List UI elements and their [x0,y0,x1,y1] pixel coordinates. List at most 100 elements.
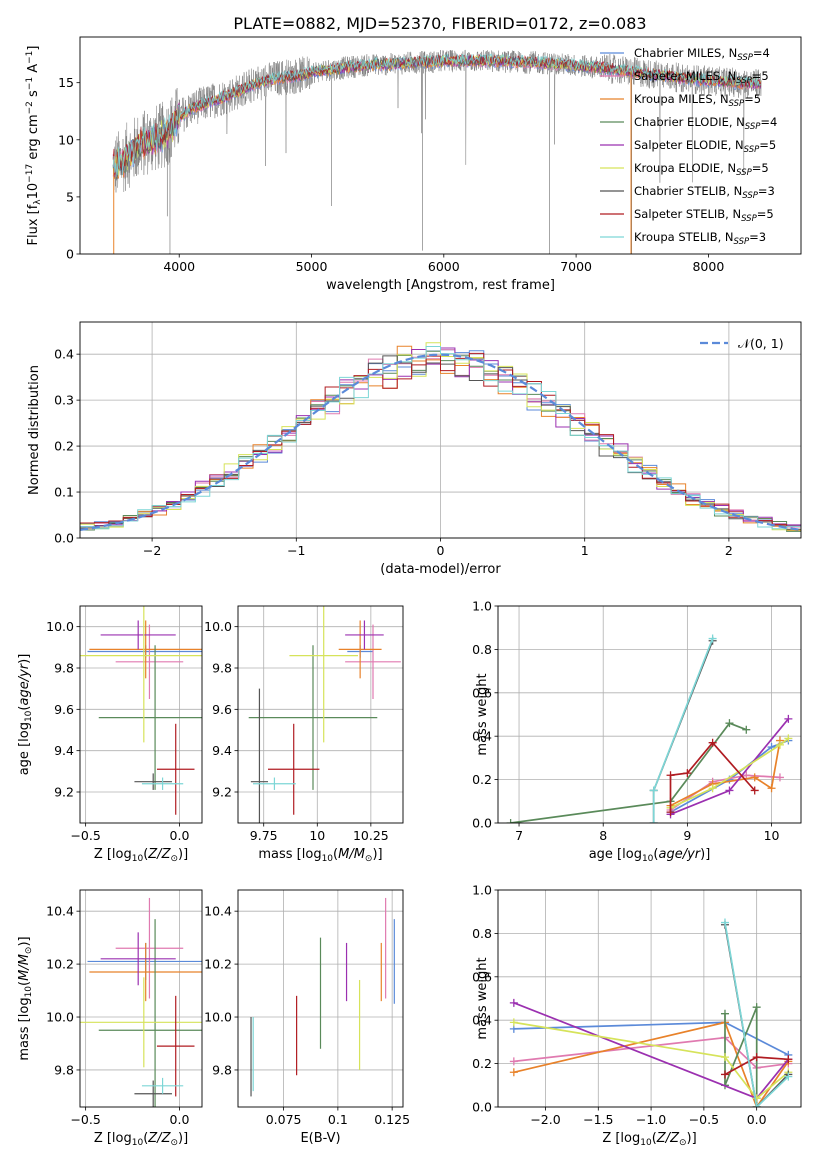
y-tick-label: 0.8 [472,642,492,657]
y-tick-label: 9.4 [54,743,74,758]
y-tick-label: 0.4 [54,347,74,362]
weight-vs-age-frame [497,605,802,824]
weight-line-kroupa-elodie [670,737,789,809]
weight-marker [683,769,692,778]
label-part: ( [333,847,338,862]
label-part: Z [log [94,847,132,862]
x-tick-label: 0.0 [170,1112,190,1127]
label-part: 10 [24,710,34,722]
y-tick-label: 0.0 [54,531,74,546]
age-vs-Z-errorbars [80,606,202,815]
legend-text: Salpeter ELODIE, N [634,138,744,152]
legend-entry: Salpeter ELODIE, NSSP=5 [634,138,776,155]
label-part: (data-model)/error [380,562,501,577]
y-tick-label: 0.2 [54,439,74,454]
y-tick-label: 10.0 [204,619,232,634]
age-vs-Z-frame [79,605,203,824]
label-part: Z/Z [147,1131,171,1146]
weight-marker [708,738,717,747]
weight-marker [752,1003,761,1012]
x-tick-label: 0.0 [170,828,190,843]
legend-entry: Kroupa MILES, NSSP=5 [634,92,761,109]
age-vs-mass-axes: 9.75 10 10.25 9.2 9.4 9.6 9.8 10.0 [204,606,403,843]
legend-n: =5 [752,161,769,175]
x-tick-label: −0.5 [689,1112,719,1127]
weight-marker [509,998,518,1007]
errorbar-point [156,723,195,815]
y-tick-label: 10.2 [46,957,74,972]
errorbar-point [89,942,202,1002]
y-tick-label: 9.6 [212,702,232,717]
age-vs-mass-frame [237,605,404,824]
label-part: mass weight [475,673,490,755]
label-part: λ [33,199,43,205]
mass-vs-ebv-errorbars [250,897,395,1097]
x-tick-label: 0.1 [328,1112,348,1127]
weight-vs-Z-xlabel: Z [log10(Z/Z⊙)] [602,1131,696,1148]
legend-sub: SSP [737,53,753,63]
legend-text: Kroupa STELIB, N [634,230,734,244]
y-tick-label: 0.6 [472,969,492,984]
legend-sub: SSP [734,237,750,247]
spectrum-xlabel: wavelength [Angstrom, rest frame] [326,278,555,293]
x-tick-label: 4000 [163,259,195,274]
label-part: ( [17,706,32,711]
label-part: age [log [17,722,32,775]
y-tick-label: 9.8 [54,1062,74,1077]
model-spectrum-kroupa-stelib [112,52,762,178]
y-tick-label: 10.0 [46,1010,74,1025]
x-tick-label: 0.075 [266,1112,302,1127]
legend-n: =4 [760,115,777,129]
legend-n: =5 [759,138,776,152]
legend-sub: SSP [744,145,760,155]
label-part: age/yr [17,662,32,705]
label-part: mass [log [17,997,32,1060]
label-part: age [log [589,847,642,862]
errorbar-point [289,606,358,743]
mass-vs-ebv-axes: 0.075 0.1 0.125 9.8 10.0 10.2 10.4 [204,890,410,1127]
y-tick-label: 1.0 [472,883,492,898]
age-vs-mass-errorbars [248,606,401,823]
label-part: age/yr [658,847,701,862]
label-part: ] [26,46,41,51]
spectrum-frame [79,36,802,255]
y-tick-label: 0.4 [472,729,492,744]
weight-marker [720,1070,729,1079]
errorbar-point [100,620,176,650]
x-tick-label: 8000 [692,259,724,274]
errorbar-point [345,620,384,650]
weight-marker [752,1053,761,1062]
label-part: )] [178,1131,188,1146]
label-part: )] [178,847,188,862]
y-tick-label: 0.3 [54,393,74,408]
weight-marker [509,1018,518,1027]
weight-marker [649,819,658,823]
legend-normal-label: 𝒩(0, 1) [738,336,784,351]
label-part: mass weight [475,957,490,1039]
legend-entry: Salpeter STELIB, NSSP=5 [634,207,774,224]
weight-marker [775,773,784,782]
legend-sub: SSP [729,99,745,109]
weight-line-kroupa-stelib [652,638,714,823]
y-tick-label: 15 [58,75,74,90]
weight-marker [649,786,658,795]
histogram-kroupa-stelib [80,346,801,530]
label-part: s [26,90,41,101]
weight-marker [666,771,675,780]
y-tick-label: 0.2 [472,772,492,787]
x-tick-label: 9.75 [250,828,278,843]
weight-marker [720,1009,729,1018]
weight-marker [742,725,751,734]
weight-marker [720,1053,729,1062]
age-vs-Z-axes: −0.5 0.0 9.2 9.4 9.6 9.8 10.0 [46,606,202,843]
residual-histograms [80,342,801,532]
label-part: Z/Z [656,1131,680,1146]
x-tick-label: 0 [437,543,445,558]
x-tick-label: 5000 [296,259,328,274]
y-tick-label: 9.8 [212,661,232,676]
errorbar-point [134,773,172,790]
legend-entry: Salpeter MILES, NSSP=5 [634,69,769,86]
weight-line-chabrier-elodie [510,722,747,823]
weight-marker [750,773,759,782]
